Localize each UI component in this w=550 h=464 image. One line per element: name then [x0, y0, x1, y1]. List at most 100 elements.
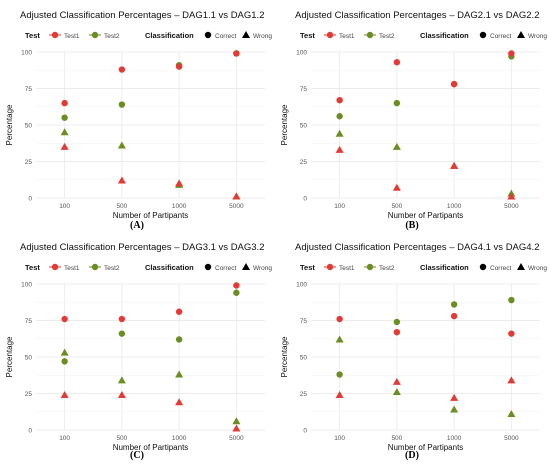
legend-label-test1: Test1 — [339, 33, 355, 40]
tick-labels: 0 25 50 75 100 100 500 1000 5000 — [296, 281, 519, 442]
chart-panel-d: Adjusted Classification Percentages – DA… — [275, 232, 550, 452]
legend-label-test2: Test2 — [104, 33, 120, 40]
point-test1-wrong — [507, 192, 516, 200]
legend-swatch-correct — [479, 263, 487, 271]
point-test1-wrong — [335, 390, 344, 398]
point-test1-wrong — [60, 142, 69, 150]
legend-label-wrong: Wrong — [528, 265, 547, 272]
point-test1-correct — [233, 282, 240, 289]
x-axis-label: Number of Partipants — [113, 443, 189, 452]
point-test2-wrong — [232, 417, 241, 425]
chart-panel-b: Adjusted Classification Percentages – DA… — [275, 0, 550, 220]
x-tick-label: 500 — [391, 203, 402, 210]
legend: Test Test1 Test2 Classification Correct Wrong — [25, 31, 272, 40]
point-test1-wrong — [60, 390, 69, 398]
legend-label-test1: Test1 — [339, 265, 355, 272]
y-tick-label: 100 — [296, 281, 307, 288]
legend-title-classification: Classification — [420, 263, 469, 272]
legend-title-classification: Classification — [145, 31, 194, 40]
point-test2-correct — [118, 330, 126, 337]
legend-title-test: Test — [25, 263, 40, 272]
point-test1-correct — [508, 330, 515, 337]
legend-label-wrong: Wrong — [253, 33, 272, 40]
legend-title-classification: Classification — [420, 31, 469, 40]
point-test2-correct — [61, 114, 68, 121]
legend-label-correct: Correct — [215, 33, 237, 40]
legend: Test Test1 Test2 Classification Correct Wrong — [300, 31, 547, 40]
panel-caption-a: (A) — [130, 220, 144, 231]
legend-label-test1: Test1 — [64, 33, 80, 40]
x-tick-label: 100 — [59, 435, 70, 442]
point-test1-correct — [450, 80, 458, 88]
tick-labels: 0 25 50 75 100 100 500 1000 5000 — [21, 281, 244, 442]
chart-svg-d: Adjusted Classification Percentages – DA… — [280, 242, 547, 452]
panel-caption-c: (C) — [130, 450, 144, 461]
point-test1-wrong — [450, 161, 459, 169]
legend-swatch-test2 — [366, 263, 374, 271]
point-test1-correct — [175, 63, 183, 70]
point-test1-correct — [118, 315, 126, 323]
point-test1-correct — [450, 312, 458, 320]
y-tick-label: 0 — [28, 427, 32, 434]
legend-swatch-test1 — [326, 263, 334, 271]
gridlines — [36, 283, 265, 431]
legend-label-wrong: Wrong — [253, 265, 272, 272]
y-tick-label: 0 — [303, 195, 307, 202]
y-tick-label: 25 — [300, 391, 308, 398]
point-test2-correct — [175, 336, 183, 343]
legend-swatch-test2 — [91, 31, 99, 39]
panel-caption-d: (D) — [405, 450, 419, 461]
x-tick-label: 1000 — [172, 435, 187, 442]
legend-title-test: Test — [25, 31, 40, 40]
legend-swatch-correct — [204, 263, 212, 271]
gridlines — [311, 51, 540, 199]
x-tick-label: 5000 — [229, 435, 244, 442]
point-test2-correct — [118, 101, 126, 108]
point-test1-wrong — [175, 398, 184, 406]
x-tick-label: 1000 — [172, 203, 187, 210]
y-tick-label: 75 — [300, 318, 308, 325]
legend-label-correct: Correct — [215, 265, 237, 272]
x-tick-label: 5000 — [229, 203, 244, 210]
point-test2-wrong — [117, 141, 126, 149]
point-test1-wrong — [232, 192, 241, 200]
point-test1-wrong — [117, 390, 126, 398]
point-test1-correct — [336, 315, 343, 323]
gridlines — [311, 283, 540, 431]
point-test1-correct — [175, 308, 183, 315]
legend-swatch-test2 — [91, 263, 99, 271]
y-tick-label: 25 — [300, 159, 308, 166]
point-test1-wrong — [507, 376, 516, 384]
y-tick-label: 50 — [300, 354, 308, 361]
x-tick-label: 1000 — [447, 203, 462, 210]
tick-labels: 0 25 50 75 100 100 500 1000 5000 — [296, 49, 519, 210]
legend-label-test2: Test2 — [379, 33, 395, 40]
chart-panel-c: Adjusted Classification Percentages – DA… — [0, 232, 275, 452]
point-test2-wrong — [175, 370, 184, 378]
chart-panel-a: Adjusted Classification Percentages – DA… — [0, 0, 275, 220]
legend-swatch-wrong — [517, 263, 525, 270]
y-tick-label: 50 — [25, 354, 33, 361]
data-points — [335, 296, 516, 417]
data-points — [60, 282, 241, 432]
legend-swatch-test2 — [366, 31, 374, 39]
chart-title: Adjusted Classification Percentages – DA… — [295, 10, 539, 21]
legend-swatch-wrong — [517, 31, 525, 38]
y-axis-label: Percentage — [280, 336, 289, 377]
y-tick-label: 25 — [25, 391, 33, 398]
point-test1-correct — [61, 315, 68, 323]
point-test1-wrong — [392, 183, 401, 191]
x-axis-label: Number of Partipants — [113, 211, 189, 220]
point-test2-wrong — [60, 348, 69, 356]
y-tick-label: 100 — [296, 49, 307, 56]
x-tick-label: 500 — [116, 435, 127, 442]
y-tick-label: 100 — [21, 281, 32, 288]
chart-title: Adjusted Classification Percentages – DA… — [20, 10, 264, 21]
point-test1-wrong — [117, 176, 126, 184]
legend-swatch-correct — [479, 31, 487, 39]
x-tick-label: 100 — [59, 203, 70, 210]
legend: Test Test1 Test2 Classification Correct Wrong — [300, 263, 547, 272]
x-tick-label: 500 — [116, 203, 127, 210]
legend-label-test1: Test1 — [64, 265, 80, 272]
point-test1-wrong — [392, 377, 401, 385]
